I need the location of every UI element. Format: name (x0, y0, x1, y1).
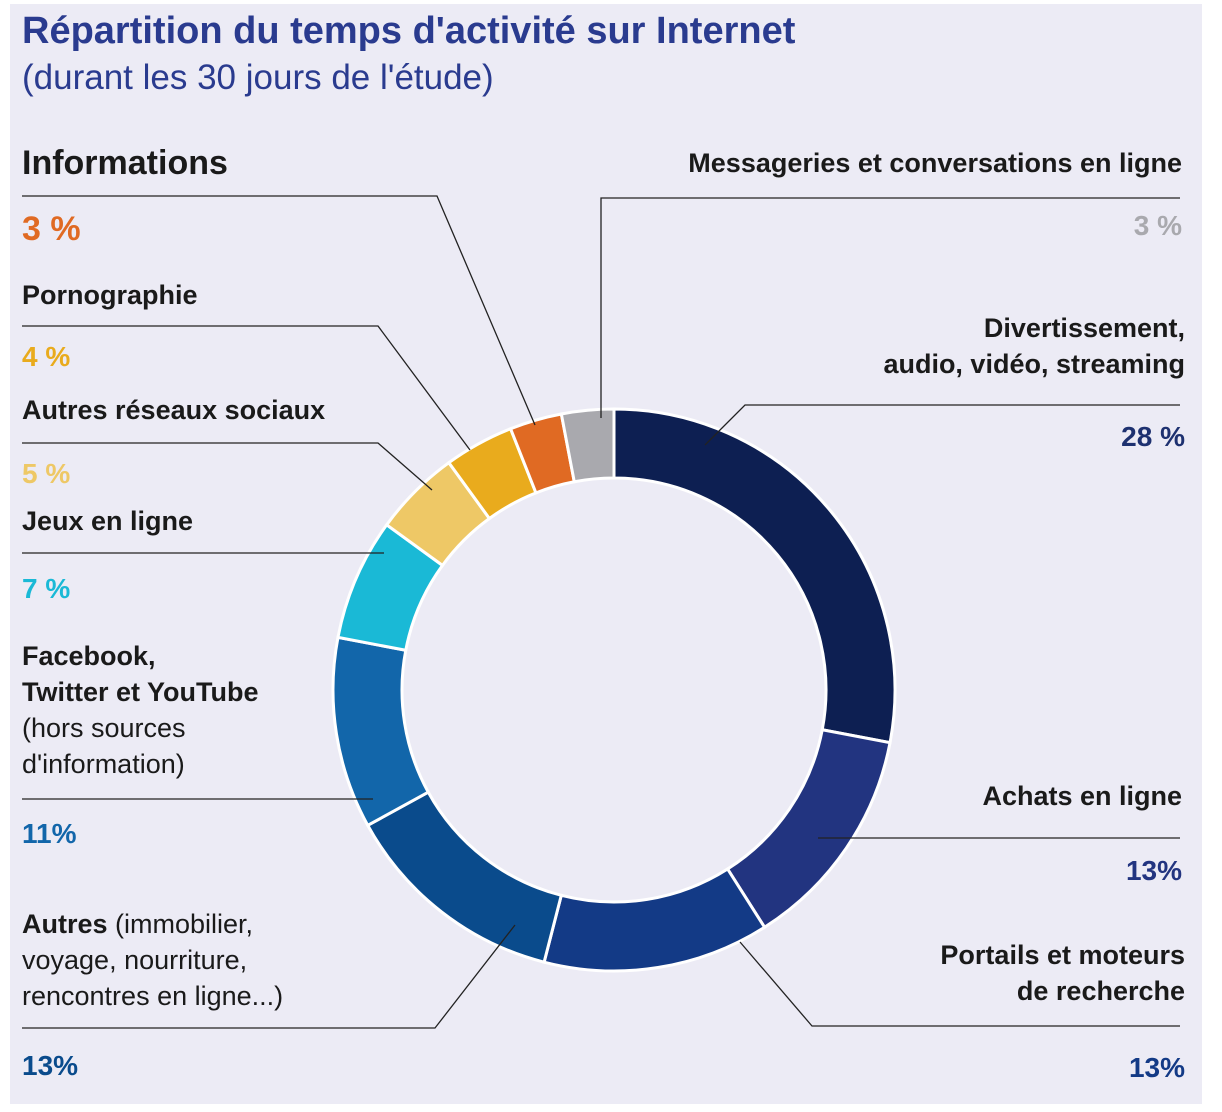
label-autres-bold: Autres (22, 909, 108, 939)
pct-autres: 13% (22, 1050, 79, 1081)
label-achats: Achats en ligne (982, 781, 1182, 811)
leader-line-autres (22, 924, 516, 1029)
label-jeux: Jeux en ligne (22, 506, 194, 536)
pct-achats: 13% (1125, 855, 1182, 886)
label-autres-line3: rencontres en ligne...) (22, 981, 284, 1011)
label-portails-line2: de recherche (1016, 976, 1185, 1006)
label-divertissement-line2: audio, vidéo, streaming (883, 349, 1185, 379)
leader-line-divertissement (704, 404, 1180, 446)
donut-slice-0 (612, 407, 897, 745)
leader-line-messageries (600, 197, 1180, 418)
pct-jeux: 7 % (22, 573, 71, 604)
pct-autres-reseaux: 5 % (22, 458, 71, 489)
donut-slice-3 (365, 790, 564, 964)
label-informations: Informations (22, 144, 228, 182)
leader-line-portails (739, 941, 1180, 1027)
label-facebook-line4: d'information) (22, 749, 185, 779)
chart-subtitle: (durant les 30 jours de l'étude) (22, 58, 494, 97)
label-autres-rest: (immobilier, (107, 909, 254, 939)
label-facebook-line2: Twitter et YouTube (22, 677, 259, 707)
label-autres-reseaux: Autres réseaux sociaux (22, 395, 326, 425)
label-autres-line1: Autres (immobilier, (22, 906, 253, 942)
leader-line-reseaux (22, 442, 433, 491)
leader-line-informations (22, 195, 536, 426)
label-divertissement-line1: Divertissement, (983, 313, 1185, 343)
pct-pornographie: 4 % (22, 341, 71, 372)
pct-informations: 3 % (22, 210, 81, 248)
leader-line-pornographie (22, 325, 471, 451)
donut-slice-9 (559, 407, 616, 484)
label-portails-line1: Portails et moteurs (940, 940, 1185, 970)
pct-divertissement: 28 % (1121, 421, 1185, 452)
donut-slice-1 (725, 727, 892, 930)
pct-facebook: 11% (22, 818, 77, 849)
donut-slice-2 (542, 866, 767, 973)
label-facebook-line3: (hors sources (22, 713, 186, 743)
label-autres-line2: voyage, nourriture, (22, 945, 248, 975)
label-pornographie: Pornographie (22, 280, 198, 310)
chart-title: Répartition du temps d'activité sur Inte… (22, 10, 796, 52)
donut-slice-4 (331, 635, 431, 828)
label-facebook-line1: Facebook, (22, 641, 156, 671)
label-messageries: Messageries et conversations en ligne (688, 148, 1182, 178)
pct-portails: 13% (1128, 1052, 1185, 1083)
pct-messageries: 3 % (1133, 210, 1182, 241)
